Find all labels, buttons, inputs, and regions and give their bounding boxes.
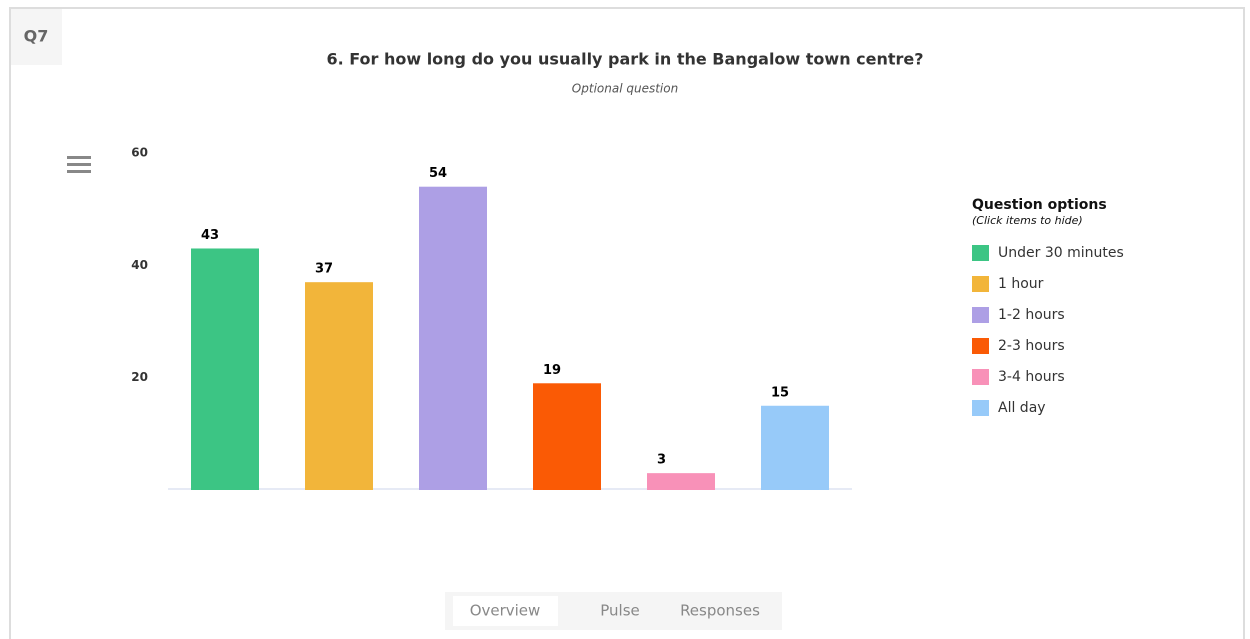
data-label: 19 [543,363,561,378]
badge: Q7 [24,27,49,46]
legend-item[interactable]: 3-4 hours [998,369,1065,385]
legend-swatch[interactable] [972,245,989,261]
bar[interactable] [419,186,487,490]
legend-item[interactable]: Under 30 minutes [998,245,1124,261]
bar[interactable] [647,473,715,490]
badge-box [11,9,62,65]
tab-active-bg [453,596,558,626]
legend-item[interactable]: All day [998,400,1046,416]
menu-bar [67,163,91,166]
data-label: 43 [201,228,219,243]
legend-swatch[interactable] [972,400,989,416]
chart-title: 6. For how long do you usually park in t… [326,50,923,69]
bar[interactable] [191,248,259,490]
tab[interactable]: Responses [680,602,760,620]
legend-item[interactable]: 2-3 hours [998,338,1065,354]
legend-swatch[interactable] [972,276,989,292]
menu-bar [67,170,91,173]
legend-item[interactable]: 1-2 hours [998,307,1065,323]
legend-item[interactable]: 1 hour [998,276,1044,292]
tab[interactable]: Pulse [600,602,640,620]
y-tick-label: 20 [131,370,148,384]
y-tick-label: 60 [131,146,148,160]
chart-subtitle: Optional question [572,82,678,96]
legend-swatch[interactable] [972,369,989,385]
bar[interactable] [533,383,601,490]
data-label: 54 [429,166,447,181]
bar[interactable] [305,282,373,490]
tab[interactable]: Overview [470,602,541,620]
data-label: 37 [315,262,333,277]
menu-bar [67,156,91,159]
legend-title: Question options [972,197,1107,213]
data-label: 15 [771,385,789,400]
legend-swatch[interactable] [972,307,989,323]
legend-subtitle: (Click items to hide) [972,214,1083,227]
legend-swatch[interactable] [972,338,989,354]
data-label: 3 [657,453,666,468]
menu-icon[interactable] [67,156,91,173]
y-tick-label: 40 [131,258,148,272]
bar[interactable] [761,405,829,490]
